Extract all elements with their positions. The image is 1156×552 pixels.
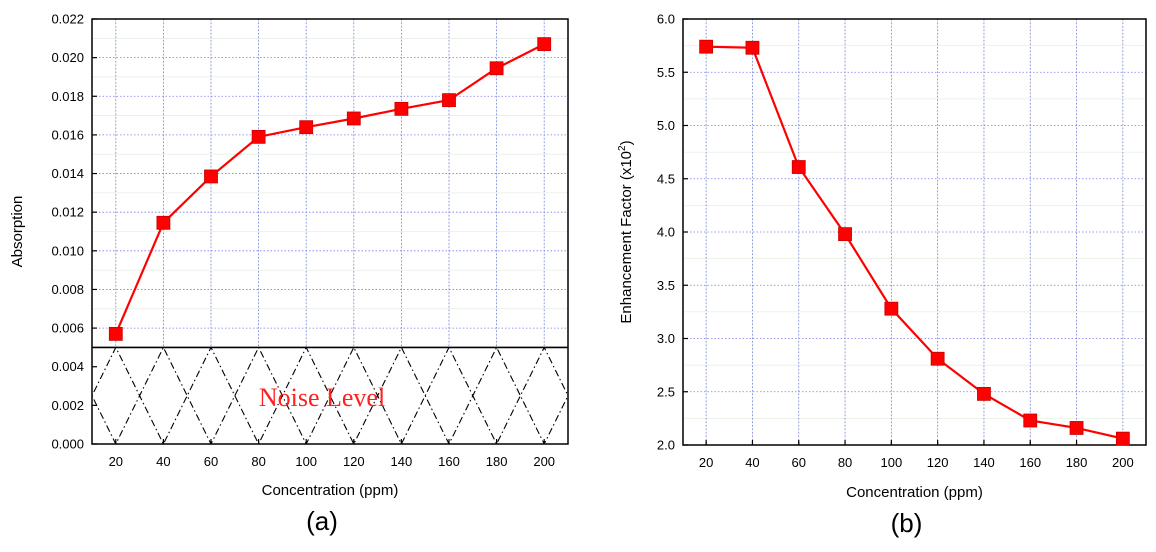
- y-tick-label: 4.5: [657, 171, 675, 186]
- y-tick-label: 0.012: [51, 205, 84, 220]
- data-point: [884, 301, 899, 316]
- panel-label: (b): [891, 508, 923, 538]
- x-tick-label: 60: [204, 454, 218, 469]
- y-tick-label: 2.5: [657, 384, 675, 399]
- data-point: [108, 326, 123, 341]
- x-tick-label: 60: [792, 455, 806, 470]
- x-tick-label: 20: [699, 455, 713, 470]
- noise-level-region: Noise Level: [92, 346, 568, 444]
- data-point: [791, 160, 806, 174]
- data-point: [251, 129, 266, 144]
- x-tick-label: 140: [391, 454, 413, 469]
- series-0: [108, 37, 552, 341]
- y-tick-label: 0.014: [51, 166, 84, 181]
- x-tick-label: 140: [973, 455, 995, 470]
- y-tick-label: 3.0: [657, 331, 675, 346]
- x-tick-label: 40: [745, 455, 759, 470]
- data-point: [489, 61, 504, 76]
- y-tick-label: 0.006: [51, 321, 84, 336]
- y-tick-label: 0.002: [51, 398, 84, 413]
- y-tick-label: 3.5: [657, 278, 675, 293]
- x-tick-label: 160: [438, 454, 460, 469]
- data-point: [299, 120, 314, 135]
- noise-zigzag-line: [92, 347, 568, 444]
- data-point: [838, 227, 852, 242]
- panel-label: (a): [306, 506, 338, 536]
- data-point: [346, 111, 361, 126]
- data-point: [699, 39, 714, 54]
- data-point: [394, 101, 409, 116]
- data-point: [1069, 421, 1084, 435]
- y-tick-label: 0.010: [51, 243, 84, 258]
- series-line: [114, 43, 545, 335]
- x-tick-label: 20: [109, 454, 123, 469]
- data-point: [930, 351, 945, 366]
- series-0: [699, 39, 1130, 446]
- noise-level-label: Noise Level: [259, 383, 385, 412]
- data-point: [745, 40, 760, 55]
- y-tick-label: 0.016: [51, 127, 84, 142]
- data-point: [204, 169, 218, 184]
- x-tick-label: 180: [486, 454, 508, 469]
- data-point: [1115, 431, 1130, 446]
- x-tick-label: 100: [880, 455, 902, 470]
- data-point: [537, 37, 552, 52]
- data-point: [442, 93, 456, 108]
- chart-panel-b: 20 40 60 80 100 120 140 160 180 200 2.0 2.5 3.0 3.5 4.…: [617, 12, 1147, 538]
- noise-zigzag: [92, 347, 568, 444]
- chart-panel-a: Noise Level 20 40 60 80 100 120 140 160 180 200 0.0…: [9, 12, 569, 536]
- plot-frame: [91, 18, 569, 445]
- y-axis-label-main: Enhancement Factor (x10: [618, 151, 635, 324]
- y-tick-label: 4.0: [657, 225, 675, 240]
- x-tick-label: 120: [343, 454, 365, 469]
- data-point: [156, 215, 171, 230]
- y-tick-label: 0.004: [51, 359, 84, 374]
- y-tick-label: 2.0: [657, 438, 675, 453]
- x-tick-label: 120: [927, 455, 949, 470]
- x-tick-label: 80: [251, 454, 265, 469]
- x-tick-label: 200: [533, 454, 555, 469]
- x-axis-label: Concentration (ppm): [262, 482, 399, 499]
- y-tick-label: 5.0: [657, 118, 675, 133]
- y-tick-label: 0.018: [51, 89, 84, 104]
- x-axis-label: Concentration (ppm): [846, 484, 983, 501]
- y-axis-label-suffix: ): [618, 140, 635, 145]
- x-tick-label: 160: [1019, 455, 1041, 470]
- x-tick-label: 40: [156, 454, 170, 469]
- major-grid: [683, 19, 1146, 445]
- x-tick-label: 200: [1112, 455, 1134, 470]
- y-axis-label: Enhancement Factor (x102): [617, 140, 635, 323]
- y-tick-label: 5.5: [657, 65, 675, 80]
- x-tick-label: 100: [295, 454, 317, 469]
- x-tick-label: 180: [1066, 455, 1088, 470]
- y-tick-label: 0.020: [51, 50, 84, 65]
- y-tick-label: 0.008: [51, 282, 84, 297]
- x-tick-label: 80: [838, 455, 852, 470]
- y-tick-label: 0.000: [51, 437, 84, 452]
- y-tick-label: 0.022: [51, 12, 84, 27]
- noise-zigzag-line: [92, 347, 568, 444]
- y-tick-label: 6.0: [657, 12, 675, 27]
- data-point: [1023, 413, 1038, 428]
- data-point: [977, 386, 991, 401]
- y-axis-label: Absorption: [9, 196, 26, 268]
- y-axis-label-superscript: 2: [617, 145, 628, 151]
- series-line: [706, 45, 1124, 440]
